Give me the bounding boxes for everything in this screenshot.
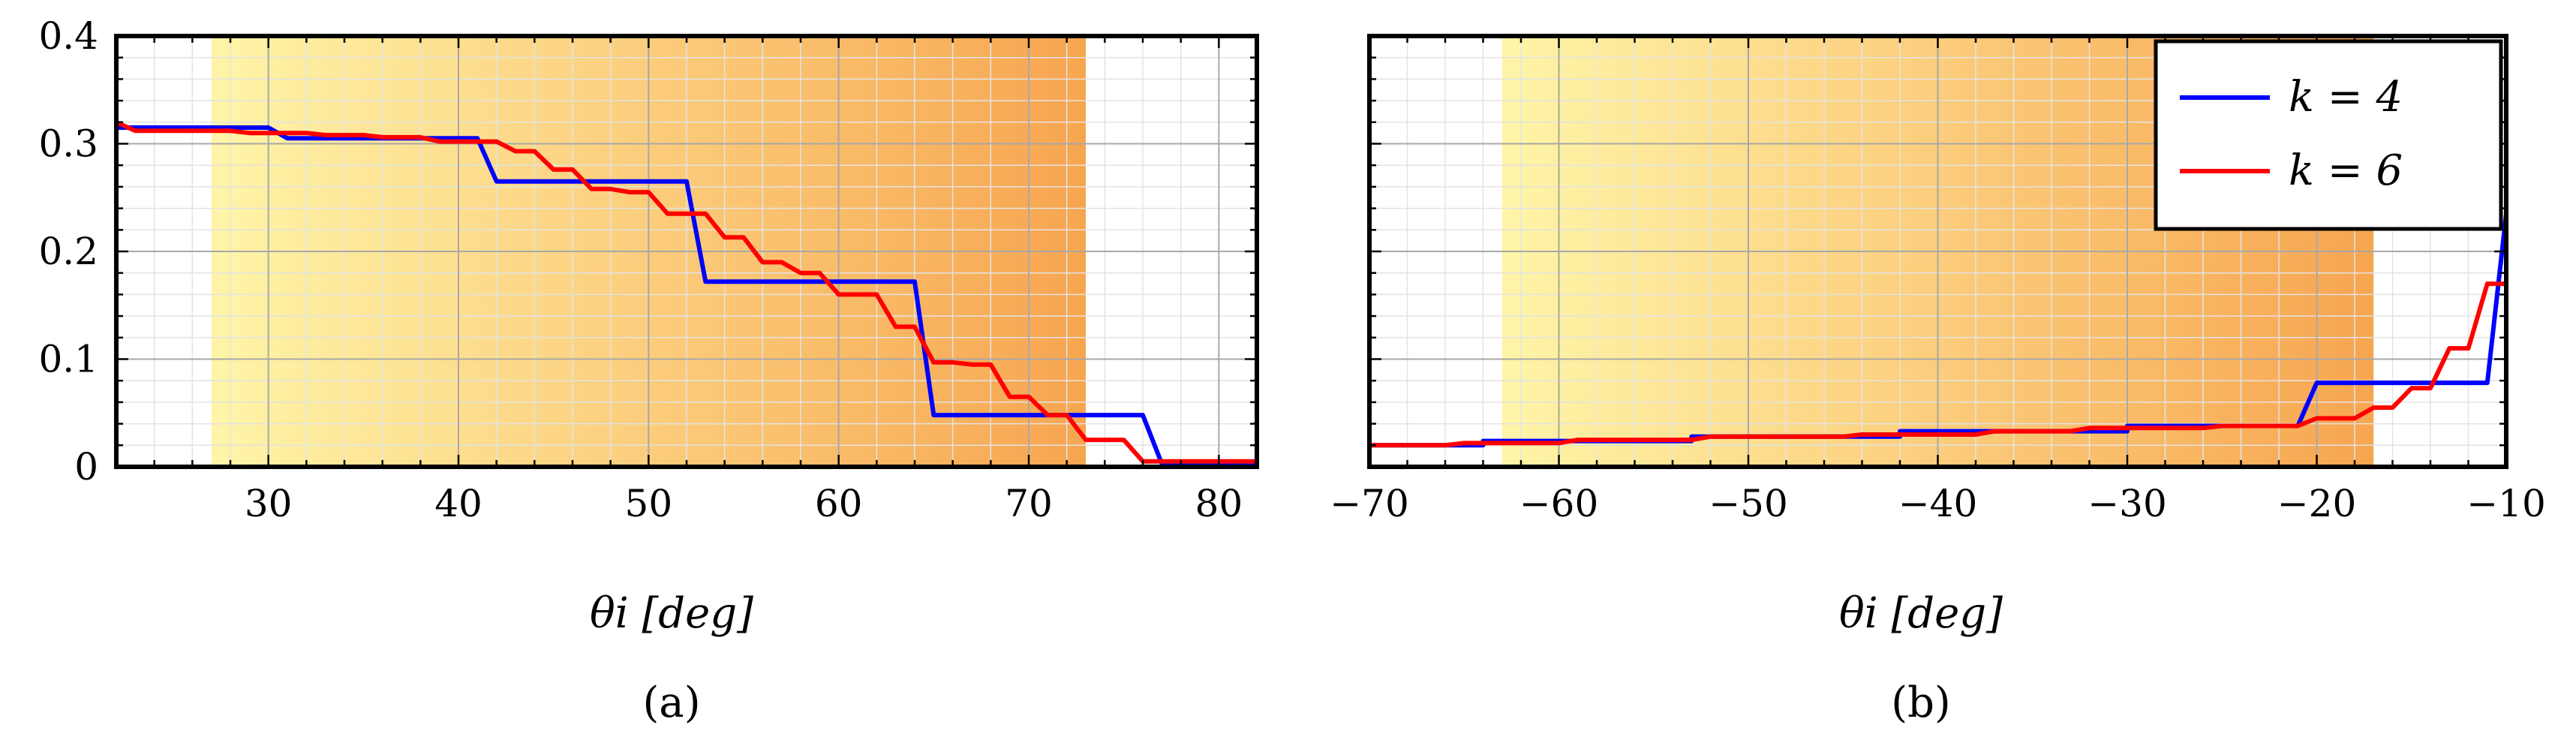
y-tick-label: 0.4 — [38, 14, 98, 58]
x-tick-label: −60 — [1519, 482, 1599, 525]
legend-box — [2154, 39, 2503, 231]
x-tick-label: −30 — [2088, 482, 2167, 525]
panel-b-series — [1369, 213, 2508, 448]
panel-b-label: (b) — [1891, 678, 1951, 727]
panel-a-grid — [116, 35, 1258, 468]
y-tick-label: 0.2 — [38, 230, 98, 273]
y-tick-label: 0 — [74, 445, 98, 489]
legend-label-k4: k = 4 — [2289, 73, 2403, 122]
x-tick-label: 50 — [625, 482, 673, 525]
x-tick-label: −70 — [1330, 482, 1409, 525]
x-tick-label: 30 — [245, 482, 293, 525]
x-tick-label: 70 — [1005, 482, 1053, 525]
panel-a-label: (a) — [642, 678, 700, 727]
x-tick-label: −40 — [1898, 482, 1978, 525]
y-tick-label: 0.1 — [38, 338, 98, 381]
x-tick-label: 60 — [815, 482, 863, 525]
legend-label-k6: k = 6 — [2289, 146, 2403, 195]
x-tick-label: −20 — [2277, 482, 2357, 525]
panel-b-ticks: −70 −60 −50 −40 −30 −20 −10 — [1330, 35, 2546, 525]
x-tick-label: 80 — [1195, 482, 1243, 525]
x-tick-label: 40 — [434, 482, 482, 525]
y-tick-label: 0.3 — [38, 122, 98, 166]
panel-a-series — [115, 120, 1257, 466]
panel-b: −70 −60 −50 −40 −30 −20 −10 θi [deg] (b) k = 4… — [1330, 34, 2546, 727]
panel-a-ticks: 30 40 50 60 70 80 0 0.1 0.2 0.3 0.4 — [38, 14, 1258, 525]
series-line-k4 — [116, 125, 1257, 466]
x-tick-label: −10 — [2466, 482, 2546, 525]
x-tick-label: −50 — [1709, 482, 1788, 525]
panel-b-xlabel: θi [deg] — [1839, 589, 2003, 638]
series-line-k6 — [115, 120, 1257, 464]
series-line-k6 — [1369, 281, 2506, 448]
panel-a: 30 40 50 60 70 80 0 0.1 0.2 0.3 0.4 θi [deg] (a) — [38, 14, 1259, 727]
legend: k = 4 k = 6 — [2154, 39, 2503, 231]
panel-a-xlabel: θi [deg] — [590, 589, 753, 638]
